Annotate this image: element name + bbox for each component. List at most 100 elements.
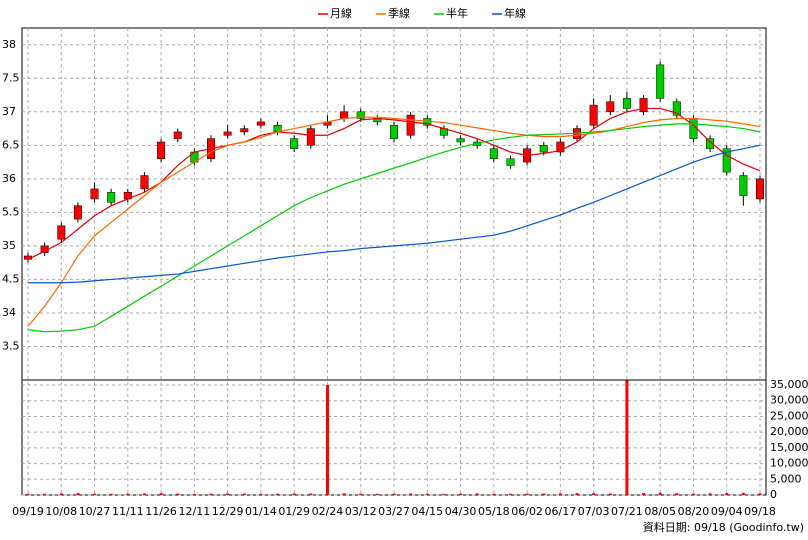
x-tick-label: 05/18 [478, 505, 510, 518]
candle-body [672, 101, 681, 116]
y2-tick-label: 15,000 [770, 441, 808, 454]
volume-bar [725, 493, 729, 495]
y2-tick-label: 5,000 [770, 472, 802, 485]
candle-body [639, 98, 648, 113]
y2-tick-label: 35,000 [770, 378, 808, 391]
x-tick-label: 04/30 [445, 505, 477, 518]
candle-body [622, 98, 631, 109]
volume-bar [126, 493, 130, 495]
volume-bar [93, 493, 97, 495]
y-tick-label: 37 [2, 105, 16, 118]
volume-bar [292, 493, 296, 495]
ma-line [27, 116, 761, 327]
y-tick-label: 4.5 [2, 272, 20, 285]
volume-bar [209, 493, 213, 495]
x-tick-label: 10/08 [45, 505, 77, 518]
volume-bar [708, 493, 712, 495]
volume-bar [76, 493, 80, 495]
y-tick-label: 34 [2, 306, 16, 319]
volume-bar [492, 493, 496, 495]
x-tick-label: 01/14 [245, 505, 277, 518]
x-tick-label: 09/18 [744, 505, 776, 518]
candle-body [173, 131, 182, 139]
candle-body [489, 148, 498, 159]
volume-bar [259, 493, 263, 495]
y-tick-label: 3.5 [2, 339, 20, 352]
candle-body [240, 128, 249, 133]
candle-body [539, 145, 548, 153]
y-tick-label: 35 [2, 239, 16, 252]
volume-bar [192, 493, 196, 495]
volume-bar [109, 493, 113, 495]
volume-bar [558, 493, 562, 495]
candle-body [406, 114, 415, 136]
volume-bar [758, 493, 762, 495]
legend-label: 年線 [504, 6, 526, 20]
x-tick-label: 09/19 [12, 505, 44, 518]
x-tick-label: 07/03 [578, 505, 610, 518]
volume-bar [658, 492, 662, 495]
footer: 資料日期: 09/18 (Goodinfo.tw) [643, 520, 804, 534]
ma-line [27, 123, 761, 333]
volume-bar [675, 493, 679, 495]
candle-body [390, 124, 398, 139]
x-tick-label: 11/11 [112, 505, 144, 518]
y-tick-label: 38 [2, 38, 16, 51]
ma-line [28, 144, 761, 284]
candle-body [506, 158, 515, 166]
volume-bar [442, 493, 446, 495]
volume-bar [59, 493, 63, 495]
volume-bar [525, 493, 529, 495]
candle-body [456, 138, 465, 143]
y-tick-label: 7.5 [2, 71, 20, 84]
volume-bar [542, 493, 546, 495]
volume-bar [691, 493, 695, 495]
x-tick-label: 01/29 [278, 505, 310, 518]
y-tick-label: 36 [2, 172, 16, 185]
x-tick-label: 09/04 [711, 505, 743, 518]
volume-bar [642, 492, 646, 495]
x-tick-label: 07/21 [611, 505, 643, 518]
candle-body [656, 64, 665, 99]
x-tick-label: 06/02 [511, 505, 543, 518]
volume-bar [575, 493, 579, 495]
candle-body [356, 111, 365, 119]
legend-label: 季線 [388, 6, 410, 20]
candle-body [57, 225, 66, 240]
candle-body [290, 138, 299, 149]
x-tick-label: 11/26 [145, 505, 177, 518]
x-tick-label: 10/27 [79, 505, 111, 518]
candle-body [73, 205, 82, 220]
x-tick-label: 04/15 [411, 505, 443, 518]
y2-tick-label: 20,000 [770, 425, 808, 438]
volume-bar [392, 493, 396, 495]
volume-bar [592, 493, 596, 495]
volume-bar [508, 493, 512, 495]
volume-bar [43, 493, 47, 495]
candle-body [589, 104, 598, 126]
candle-body [107, 192, 116, 203]
x-tick-label: 02/24 [312, 505, 344, 518]
volume-bar [425, 493, 429, 495]
legend-label: 半年 [446, 6, 468, 20]
candle-body [706, 138, 715, 149]
volume-bar [409, 493, 413, 495]
x-tick-label: 06/17 [545, 505, 577, 518]
candle-body [739, 175, 748, 196]
volume-bar [625, 380, 629, 495]
volume-bar [276, 493, 280, 495]
candle-body [256, 121, 265, 126]
y2-tick-label: 30,000 [770, 394, 808, 407]
x-tick-label: 03/27 [378, 505, 410, 518]
legend-label: 月線 [330, 6, 352, 20]
volume-bar [142, 493, 146, 495]
x-tick-label: 08/20 [678, 505, 710, 518]
volume-bar [242, 493, 246, 495]
candle-body [157, 141, 166, 159]
volume-bar [176, 493, 180, 495]
volume-bar [26, 493, 30, 495]
x-tick-label: 12/11 [179, 505, 211, 518]
candle-body [756, 178, 764, 200]
candle-body [722, 148, 731, 173]
